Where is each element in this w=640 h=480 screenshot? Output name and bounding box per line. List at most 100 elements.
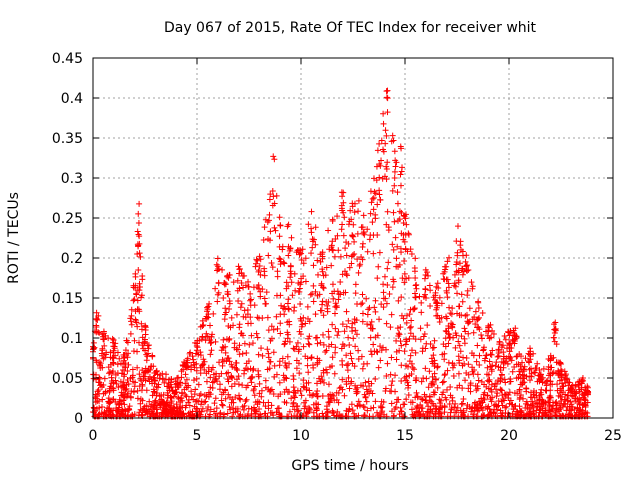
data-point [474, 383, 481, 390]
data-point [261, 224, 268, 231]
data-point [421, 330, 428, 337]
data-point [147, 403, 154, 410]
data-point [219, 402, 226, 409]
data-point [146, 398, 153, 405]
data-point [418, 309, 425, 316]
data-point [368, 199, 375, 206]
data-point [365, 306, 372, 313]
data-point [364, 407, 371, 414]
data-point [329, 238, 336, 245]
data-point [376, 191, 383, 198]
data-point [537, 403, 544, 410]
data-point [544, 377, 551, 384]
data-point [163, 371, 170, 378]
data-point [110, 336, 117, 343]
data-point [282, 359, 289, 366]
data-point [144, 342, 151, 349]
data-point [297, 300, 304, 307]
data-point [276, 379, 283, 386]
data-point [208, 333, 215, 340]
data-point [542, 387, 549, 394]
data-point [210, 371, 217, 378]
data-point [391, 182, 398, 189]
data-point [228, 383, 235, 390]
data-point [475, 377, 482, 384]
data-point [193, 405, 200, 412]
data-point [483, 352, 490, 359]
data-point [314, 393, 321, 400]
data-point [332, 236, 339, 243]
data-point [300, 343, 307, 350]
data-point [527, 394, 534, 401]
data-point [375, 364, 382, 371]
data-point [96, 390, 103, 397]
data-point [300, 383, 307, 390]
data-point [182, 404, 189, 411]
data-point [287, 262, 294, 269]
data-point [173, 380, 180, 387]
data-point [266, 196, 273, 203]
data-point [254, 334, 261, 341]
data-point [473, 387, 480, 394]
data-point [315, 401, 322, 408]
data-point [225, 322, 232, 329]
data-point [471, 314, 478, 321]
data-point [314, 355, 321, 362]
data-point [407, 352, 414, 359]
data-point [486, 406, 493, 413]
data-point [476, 352, 483, 359]
data-point [515, 374, 522, 381]
data-point [521, 372, 528, 379]
data-point [421, 275, 428, 282]
data-point [142, 369, 149, 376]
data-point [462, 377, 469, 384]
data-point [504, 328, 511, 335]
data-point [437, 400, 444, 407]
data-point [490, 409, 497, 416]
data-point [463, 405, 470, 412]
data-point [408, 251, 415, 258]
data-point [319, 301, 326, 308]
data-point [221, 281, 228, 288]
data-point [241, 402, 248, 409]
x-tick-label: 0 [89, 428, 98, 444]
data-point [367, 188, 374, 195]
data-point [386, 290, 393, 297]
data-point [434, 364, 441, 371]
data-point [546, 394, 553, 401]
data-point [377, 162, 384, 169]
data-point [196, 392, 203, 399]
data-point [332, 344, 339, 351]
data-point [484, 332, 491, 339]
data-point [475, 298, 482, 305]
data-point [270, 390, 277, 397]
data-point [319, 266, 326, 273]
data-point [296, 370, 303, 377]
data-point [314, 388, 321, 395]
data-point [395, 217, 402, 224]
data-point [343, 252, 350, 259]
data-point [332, 325, 339, 332]
data-point [308, 225, 315, 232]
data-point [419, 396, 426, 403]
data-point [507, 378, 514, 385]
plot-frame [92, 57, 614, 419]
data-point [455, 370, 462, 377]
data-point [581, 401, 588, 408]
data-point [273, 371, 280, 378]
data-point [200, 322, 207, 329]
data-point [468, 408, 475, 415]
data-point [359, 224, 366, 231]
data-point [359, 365, 366, 372]
data-point [382, 140, 389, 147]
data-point [120, 353, 127, 360]
data-point [426, 394, 433, 401]
data-point [247, 297, 254, 304]
data-point [115, 408, 122, 415]
data-point [405, 391, 412, 398]
data-point [559, 393, 566, 400]
data-point [440, 389, 447, 396]
data-point [392, 163, 399, 170]
data-point [180, 363, 187, 370]
data-point [121, 354, 128, 361]
